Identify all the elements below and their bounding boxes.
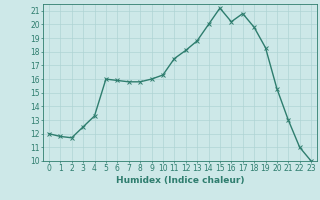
X-axis label: Humidex (Indice chaleur): Humidex (Indice chaleur) bbox=[116, 176, 244, 185]
